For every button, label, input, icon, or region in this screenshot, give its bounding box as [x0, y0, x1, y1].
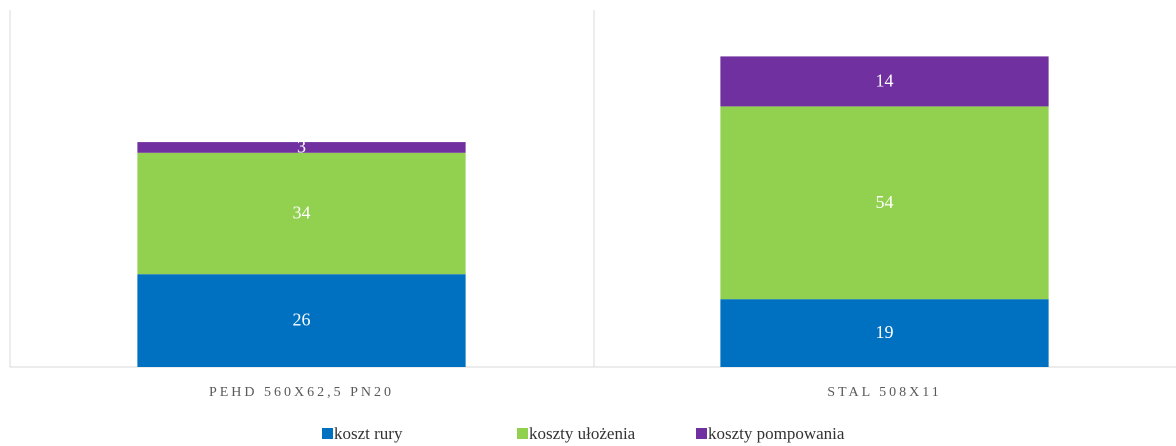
- legend-swatch: [696, 428, 707, 439]
- legend-label: koszt rury: [334, 424, 403, 443]
- data-label: 14: [876, 71, 894, 91]
- bar-segment: [137, 152, 466, 275]
- data-label: 54: [876, 192, 894, 212]
- bar-segment: [137, 142, 466, 153]
- x-tick-label: STAL 508X11: [827, 385, 941, 400]
- x-tick-label: PEHD 560X62,5 PN20: [209, 385, 394, 400]
- legend-swatch: [322, 428, 333, 439]
- data-label: 34: [293, 203, 311, 223]
- legend-swatch: [517, 428, 528, 439]
- data-label: 3: [297, 137, 306, 157]
- bar-segment: [137, 274, 466, 367]
- legend-label: koszty pompowania: [708, 424, 845, 443]
- bar-segment: [720, 106, 1049, 300]
- data-label: 26: [293, 310, 311, 330]
- bar-segment: [720, 299, 1049, 367]
- legend-label: koszty ułożenia: [529, 424, 636, 443]
- data-label: 19: [876, 322, 894, 342]
- bar-segment: [720, 56, 1049, 107]
